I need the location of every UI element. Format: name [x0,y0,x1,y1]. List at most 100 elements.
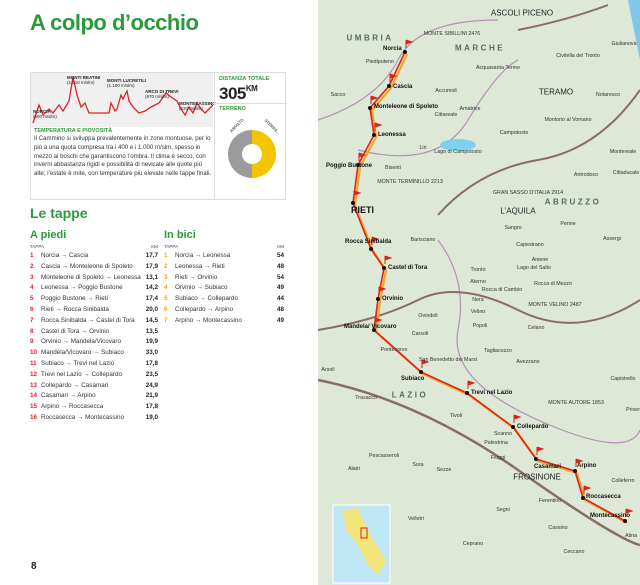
stop-label: Norcia [383,46,402,52]
flag-icon [371,236,380,245]
map-label: Avezzano [516,359,540,365]
stop-marker [465,391,469,395]
stage-route: Mandela/Vicovaro → Subiaco [41,349,124,357]
map-label: Carsoli [411,331,429,337]
stage-route: Cascia → Monteleone di Spoleto [41,262,133,270]
dirt-label: STERRATO [264,119,277,136]
stage-km: 17,8 [145,359,158,367]
stage-route: Orvinio → Subiaco [175,284,228,292]
stage-number: 7 [30,316,34,324]
peak-label: ARCO DI TREVI (970 m/slm) [145,89,179,99]
terrain-section: TERRENO [215,103,287,114]
stage-route: Castel di Tora → Orvinio [41,327,110,335]
stop-label: RIETI [351,205,375,215]
stage-row: 16 Roccasecca → Montecassino 19,0 [30,413,158,424]
map-label: San Benedetto dei Marsi [418,357,478,363]
map-label: L’AQUILA [500,206,536,216]
map-label: Nera [472,297,484,303]
map-label: Cittareale [434,112,458,118]
stage-row: 14 Casamari → Arpino 21,9 [30,391,158,402]
stage-route: Orvinio → Mandela/Vicovaro [41,338,122,346]
map-label: FROSINONE [513,472,561,482]
stop-marker [581,496,585,500]
stop-label: Arpino [577,463,597,469]
flag-icon [625,508,634,517]
stage-number: 15 [30,403,38,411]
map-label: Rocca di Mezzo [534,281,572,287]
map-label: Ceprano [462,541,484,547]
stage-km: 44 [276,295,284,303]
stage-number: 16 [30,413,38,421]
stage-number: 3 [164,273,168,281]
stage-row: 3 Monteleone di Spoleto → Leonessa 13,1 [30,273,158,284]
flag-icon [358,152,367,161]
stage-km: 48 [276,305,284,313]
stage-number: 9 [30,338,34,346]
stop-label: Leonessa [378,132,406,138]
stop-marker [376,297,380,301]
peak-label: NORCIA (600 m/slm) [33,109,57,119]
stats-column: DISTANZA TOTALE 305KM TERRENO ASFALTO ST… [214,73,287,199]
map-label: Ferentino [538,498,562,504]
map-label: Bisenti [385,165,401,171]
stage-route: Norcia → Cascia [41,252,89,259]
flag-icon [421,359,430,368]
stage-number: 2 [164,262,168,270]
map-label: Accumoli [435,88,457,94]
peak-label: MONTECASSINO (520 m/slm) [179,101,216,111]
stage-row: 9 Orvinio → Mandela/Vicovaro 19,9 [30,337,158,348]
flag-icon [384,255,393,264]
map-label: MONTE VELINO 2487 [528,302,582,308]
map-label: Cassino [548,525,568,531]
stage-row: 4 Orvinio → Subiaco 49 [164,283,284,294]
overview-box: NORCIA (600 m/slm) MONTI REATINI (1.510 m/… [30,72,287,200]
stage-route: Collepardo → Casamari [41,381,109,389]
stop-label: Castel di Tora [388,265,428,271]
stage-km: 33,0 [145,349,158,357]
map-label: Ovindoli [418,313,438,319]
stage-km: 49 [276,316,284,324]
stage-km: 17,8 [145,403,158,411]
map-label: MARCHE [454,43,506,53]
map-label: Acquasanta Terme [475,65,521,71]
stop-label: Trevi nel Lazio [471,390,513,396]
map-label: Colleferro [611,478,635,484]
map-label: Atina [624,533,638,539]
map-label: Pescasseroli [368,453,400,459]
stage-number: 10 [30,349,38,357]
flag-icon [353,190,362,199]
map-label: Tronto [470,267,486,273]
stop-marker [387,84,391,88]
map-label: Priverno [626,407,640,413]
page-number: 8 [31,561,37,572]
stage-number: 6 [164,305,168,313]
stage-row: 7 Arpino → Montecassino 49 [164,316,284,327]
map-label: Aniene [531,257,549,263]
map-label: Tagliacozzo [484,348,512,354]
walk-stages-table: A piedi TAPPA KM 1 Norcia → Cascia 17,7 2 Cas… [30,229,158,424]
stage-route: Poggio Bustone → Rieti [41,295,108,303]
stage-km: 13,5 [145,327,158,335]
stage-row: 13 Collepardo → Casamari 24,9 [30,381,158,392]
stage-km: 17,4 [145,295,158,303]
stage-route: Arpino → Roccasecca [41,403,104,411]
stop-marker [573,469,577,473]
stop-marker [356,163,360,167]
route-map: Norcia Cascia Monteleone di Spoleto Leoness… [318,0,640,585]
map-label: Sezze [436,467,452,473]
stage-route: Rieti → Rocca Sinibalda [41,305,109,313]
stage-route: Casamari → Arpino [41,392,96,400]
map-label: Amatrice [459,106,481,112]
stage-km: 21,9 [145,392,158,400]
map-label: MONTE SIBILLINI 2476 [423,31,481,37]
terrain-label: TERRENO [219,106,246,112]
stage-number: 7 [164,316,168,324]
map-label: Ceccano [563,549,585,555]
stage-row: 7 Rocca Sinibalda → Castel di Tora 14,5 [30,316,158,327]
map-label: Capestrano [516,242,544,248]
stage-number: 4 [164,284,168,292]
stage-km: 24,9 [145,381,158,389]
stop-label: Poggio Bustone [326,163,372,169]
flag-icon [374,317,383,326]
stage-km: 49 [276,284,284,292]
